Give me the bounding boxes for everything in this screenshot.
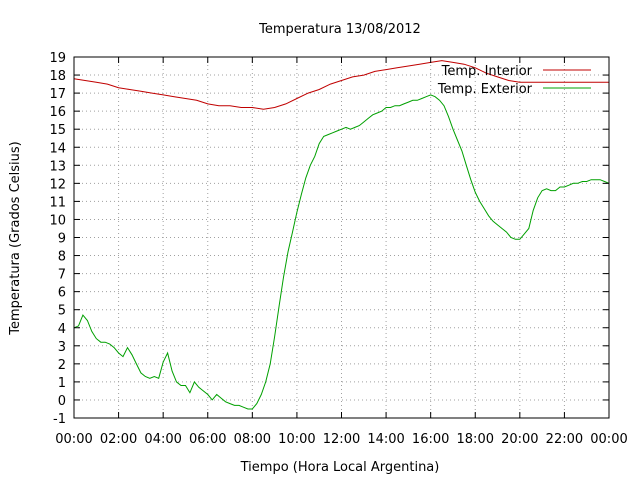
y-tick-label: 16	[49, 105, 66, 120]
series-line-interior	[73, 60, 609, 110]
x-tick-label: 00:00	[55, 432, 92, 447]
legend-label: Temp. Exterior	[437, 82, 533, 97]
grid	[74, 57, 609, 418]
x-tick-label: 00:00	[590, 432, 627, 447]
y-tick-label: 15	[49, 123, 66, 138]
x-tick-label: 20:00	[501, 432, 538, 447]
x-tick-label: 04:00	[144, 432, 181, 447]
y-tick-label: 5	[58, 304, 66, 319]
plot-frame	[73, 56, 610, 419]
y-tick-label: -1	[53, 412, 66, 427]
y-axis-label: Temperatura (Grados Celsius)	[8, 141, 23, 335]
y-tick-label: 11	[49, 195, 66, 210]
x-tick-label: 06:00	[189, 432, 226, 447]
y-tick-label: 4	[58, 322, 66, 337]
y-tick-label: 8	[58, 250, 66, 265]
y-tick-label: 17	[49, 87, 66, 102]
y-tick-label: 12	[49, 177, 66, 192]
legend-label: Temp. Interior	[441, 64, 533, 79]
y-tick-label: 18	[49, 69, 66, 84]
x-tick-label: 16:00	[412, 432, 449, 447]
series-line-exterior	[73, 94, 610, 410]
chart-title: Temperatura 13/08/2012	[258, 22, 421, 37]
y-tick-label: 10	[49, 213, 66, 228]
x-tick-label: 22:00	[546, 432, 583, 447]
y-tick-label: 13	[49, 159, 66, 174]
x-tick-label: 14:00	[367, 432, 404, 447]
y-tick-label: 9	[58, 232, 66, 247]
y-tick-label: 2	[58, 358, 66, 373]
y-tick-label: 7	[58, 268, 66, 283]
legend: Temp. Interior Temp. Exterior	[437, 64, 591, 97]
series-layer	[73, 60, 610, 410]
y-tick-label: 3	[58, 340, 66, 355]
x-tick-label: 08:00	[234, 432, 271, 447]
y-tick-label: 19	[49, 51, 66, 66]
y-tick-label: 14	[49, 141, 66, 156]
x-axis-label: Tiempo (Hora Local Argentina)	[240, 460, 440, 475]
x-tick-label: 18:00	[457, 432, 494, 447]
x-tick-label: 02:00	[100, 432, 137, 447]
y-tick-label: 6	[58, 286, 66, 301]
x-tick-label: 10:00	[278, 432, 315, 447]
y-tick-label: 1	[58, 376, 66, 391]
x-tick-label: 12:00	[323, 432, 360, 447]
y-tick-label: 0	[58, 394, 66, 409]
